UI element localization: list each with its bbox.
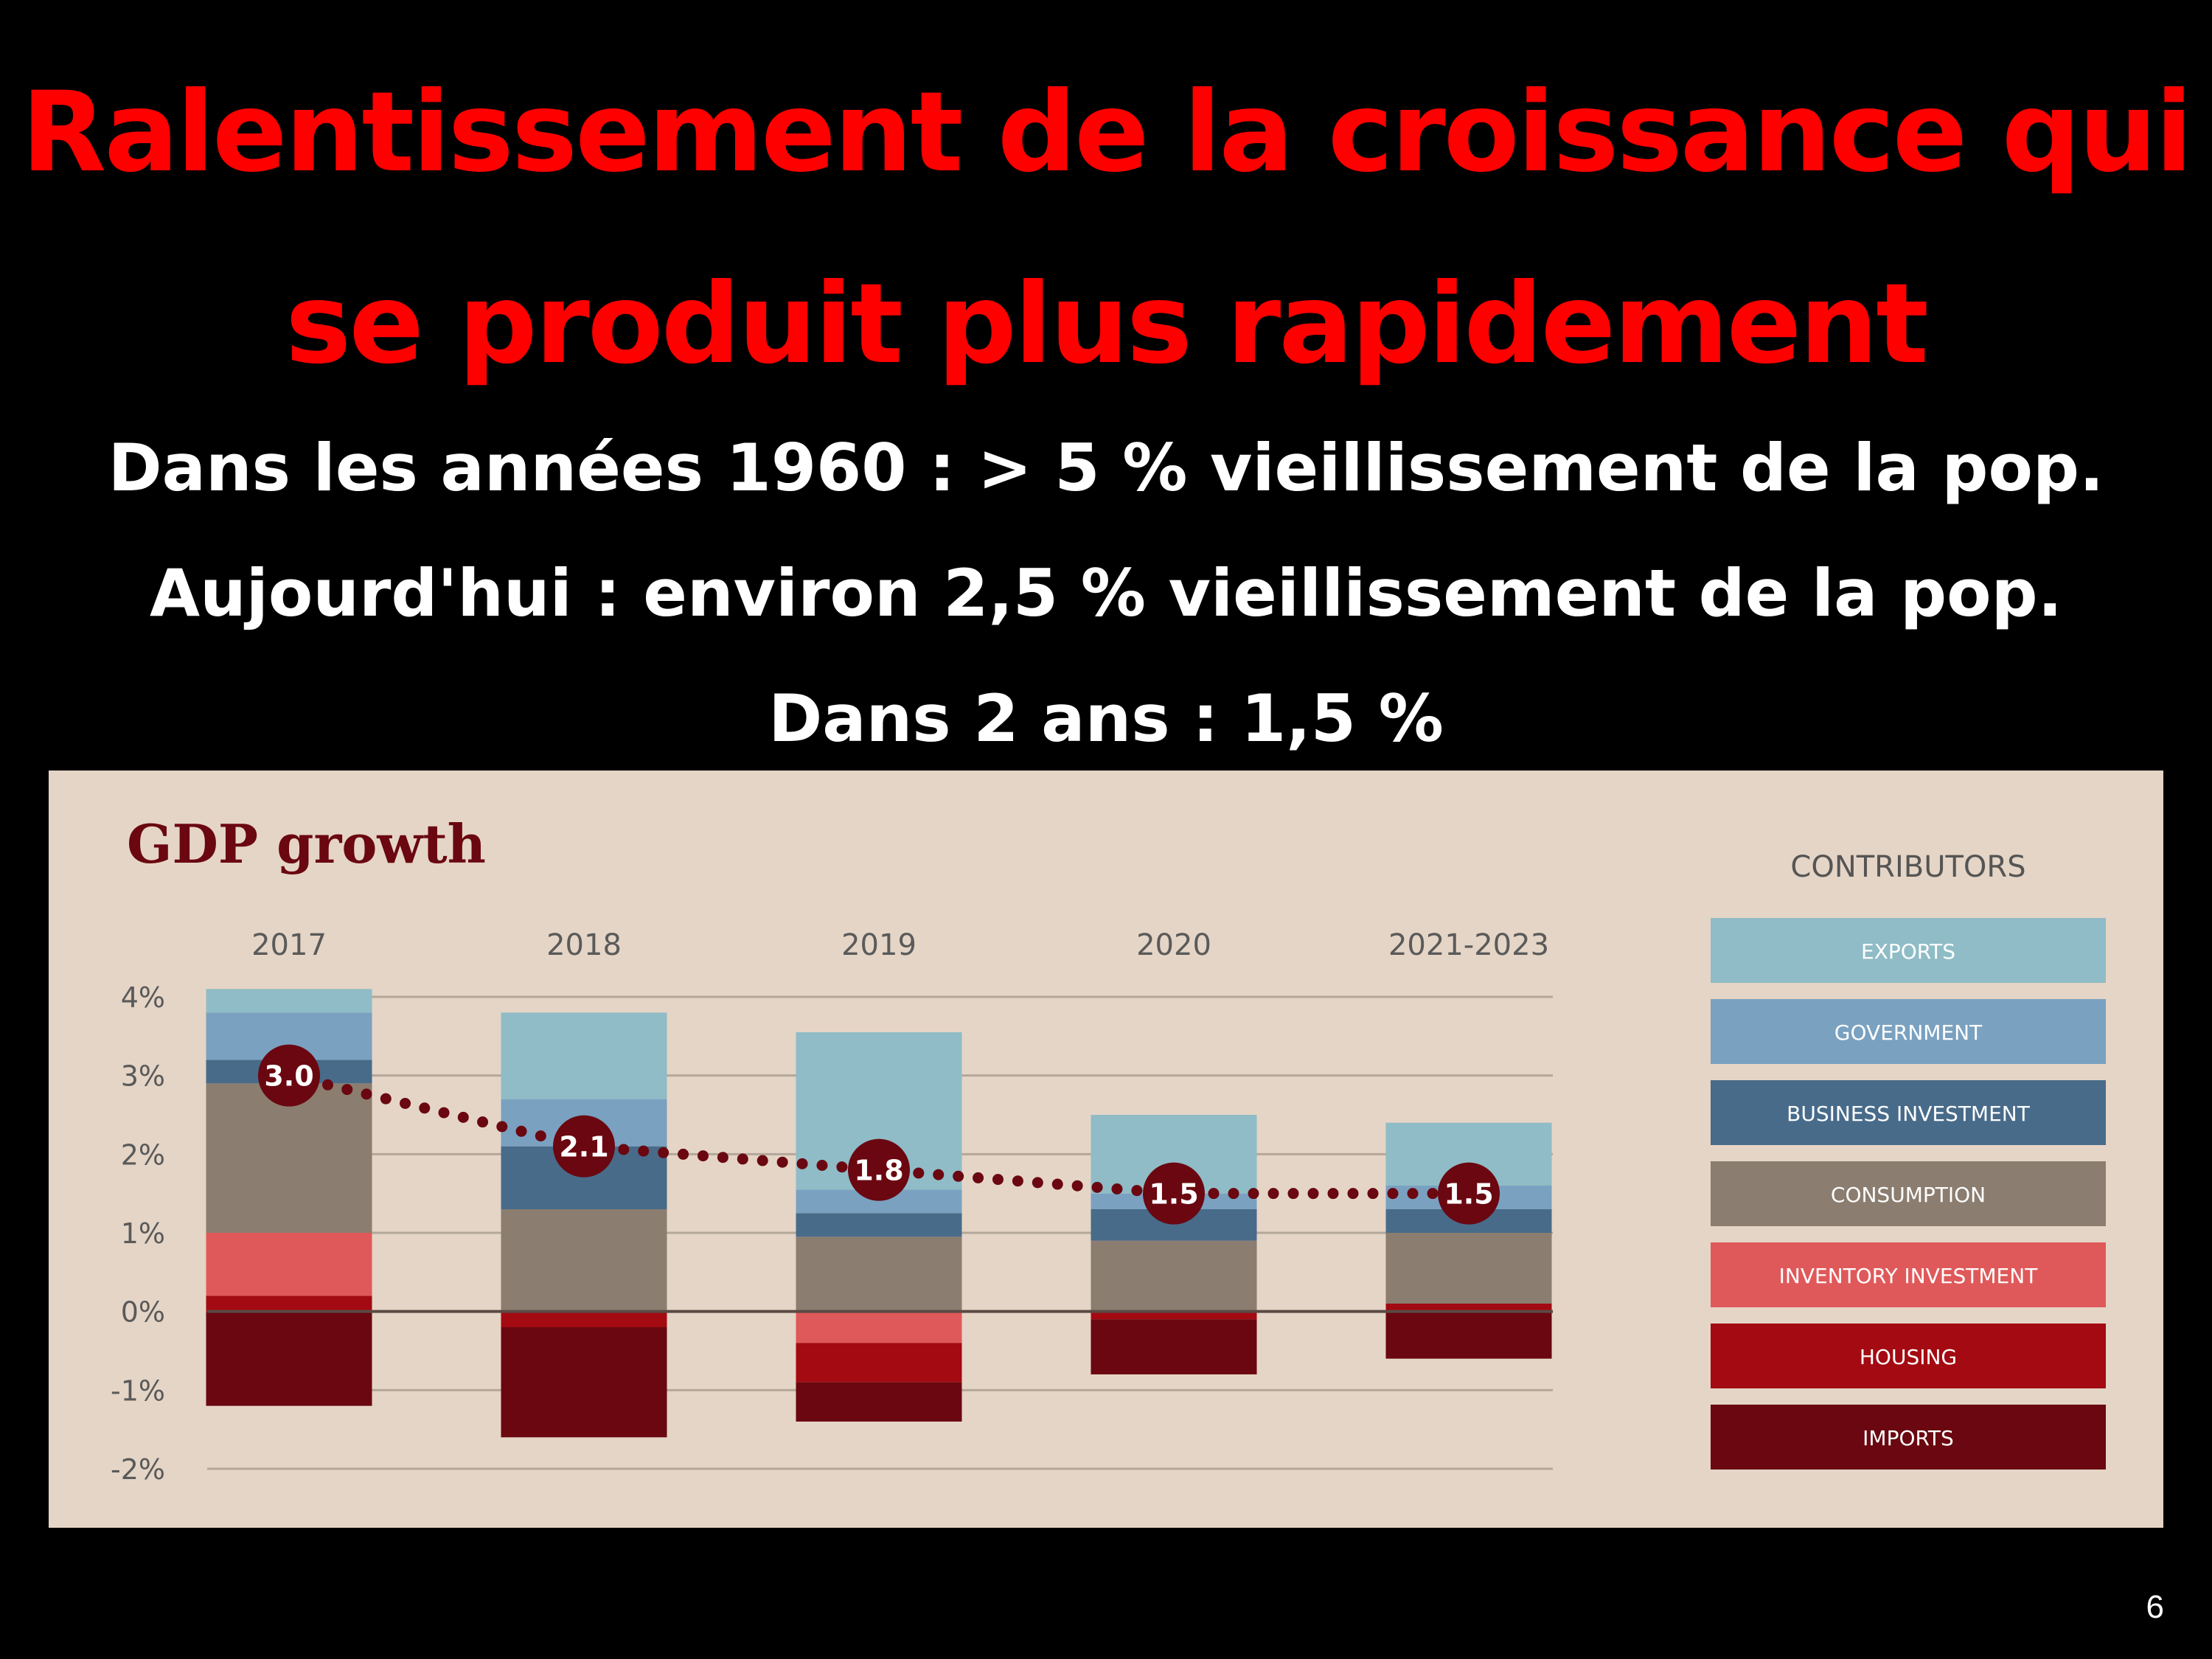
y-tick-label: -2%: [111, 1453, 165, 1486]
y-tick-label: -1%: [111, 1374, 165, 1407]
bar-segment-exports: [501, 1012, 667, 1099]
category-label: 2021-2023: [1388, 928, 1549, 962]
subtitle-line3: Dans 2 ans : 1,5 %: [768, 681, 1444, 757]
bar-segment-consumption: [501, 1209, 667, 1312]
bar-segment-consumption: [1091, 1240, 1257, 1312]
growth-marker: [1143, 1162, 1205, 1225]
bar-segment-housing: [796, 1343, 962, 1382]
legend-label: BUSINESS INVESTMENT: [1787, 1102, 2031, 1126]
growth-value-label: 1.8: [854, 1155, 903, 1187]
slide-number: 6: [2146, 1589, 2164, 1625]
gdp-growth-chart: GDP growth CONTRIBUTORS 4% 3% 2% 1% 0% -1% -2%…: [111, 813, 2106, 1486]
legend-label: HOUSING: [1860, 1345, 1957, 1369]
bar-segment-consumption: [206, 1083, 372, 1233]
bar-segment-consumption: [796, 1237, 962, 1312]
bar-segment-imports: [1091, 1319, 1257, 1374]
subtitle-line1: Dans les années 1960 : > 5 % vieillissem…: [108, 430, 2104, 506]
subtitle-line2: Aujourd'hui : environ 2,5 % vieillisseme…: [149, 555, 2063, 631]
growth-marker: [553, 1115, 615, 1178]
legend-label: GOVERNMENT: [1834, 1020, 1983, 1045]
stacked-bars: [206, 989, 1552, 1438]
bar-segment-housing: [501, 1311, 667, 1327]
legend: EXPORTS GOVERNMENT BUSINESS INVESTMENT CONS…: [1711, 918, 2106, 1470]
legend-label: CONSUMPTION: [1831, 1183, 1986, 1207]
category-labels: 2017 2018 2019 2020 2021-2023: [251, 928, 1549, 962]
growth-value-label: 1.5: [1149, 1178, 1198, 1211]
bar-segment-inventory-investment: [796, 1311, 962, 1343]
bar-segment-consumption: [1385, 1233, 1552, 1304]
bar-segment-imports: [206, 1311, 372, 1406]
legend-swatch: [1711, 918, 2106, 983]
bar-segment-business-investment: [796, 1213, 962, 1237]
legend-label: IMPORTS: [1863, 1426, 1954, 1450]
bar-segment-exports: [206, 989, 372, 1013]
legend-swatch: [1711, 1080, 2106, 1145]
bar-segment-inventory-investment: [206, 1233, 372, 1296]
bar-segment-imports: [501, 1327, 667, 1438]
chart-panel: GDP growth CONTRIBUTORS 4% 3% 2% 1% 0% -1% -2%…: [49, 771, 2163, 1528]
y-axis-ticks: 4% 3% 2% 1% 0% -1% -2%: [111, 981, 165, 1486]
bar-segment-housing: [206, 1295, 372, 1312]
growth-marker: [848, 1138, 910, 1201]
growth-value-label: 3.0: [264, 1060, 313, 1093]
bar-segment-housing: [1385, 1304, 1552, 1312]
category-label: 2020: [1136, 928, 1211, 962]
legend-title: CONTRIBUTORS: [1790, 850, 2025, 884]
growth-marker: [1438, 1162, 1500, 1225]
legend-swatch: [1711, 1405, 2106, 1470]
growth-line: 3.0 2.1 1.8 1.5 1.5: [258, 1044, 1500, 1225]
y-tick-label: 0%: [121, 1296, 165, 1329]
y-tick-label: 4%: [121, 981, 165, 1014]
legend-label: INVENTORY INVESTMENT: [1779, 1264, 2039, 1288]
legend-swatch: [1711, 1161, 2106, 1226]
slide-title-line2: se produit plus rapidement: [285, 260, 1929, 389]
category-label: 2019: [841, 928, 917, 962]
bar-segment-housing: [1091, 1311, 1257, 1320]
y-tick-label: 3%: [121, 1060, 165, 1093]
slide-title-line1: Ralentissement de la croissance qui: [21, 69, 2193, 197]
bar-segment-imports: [1385, 1311, 1552, 1359]
legend-swatch: [1711, 1242, 2106, 1307]
growth-marker: [258, 1044, 320, 1107]
y-tick-label: 2%: [121, 1138, 165, 1171]
legend-swatch: [1711, 999, 2106, 1064]
category-label: 2018: [546, 928, 622, 962]
legend-swatch: [1711, 1324, 2106, 1388]
category-label: 2017: [251, 928, 327, 962]
bar-segment-imports: [796, 1382, 962, 1422]
growth-value-label: 2.1: [559, 1131, 608, 1164]
growth-value-label: 1.5: [1444, 1178, 1493, 1211]
legend-label: EXPORTS: [1861, 939, 1955, 964]
y-tick-label: 1%: [121, 1217, 165, 1250]
chart-title: GDP growth: [127, 813, 486, 875]
